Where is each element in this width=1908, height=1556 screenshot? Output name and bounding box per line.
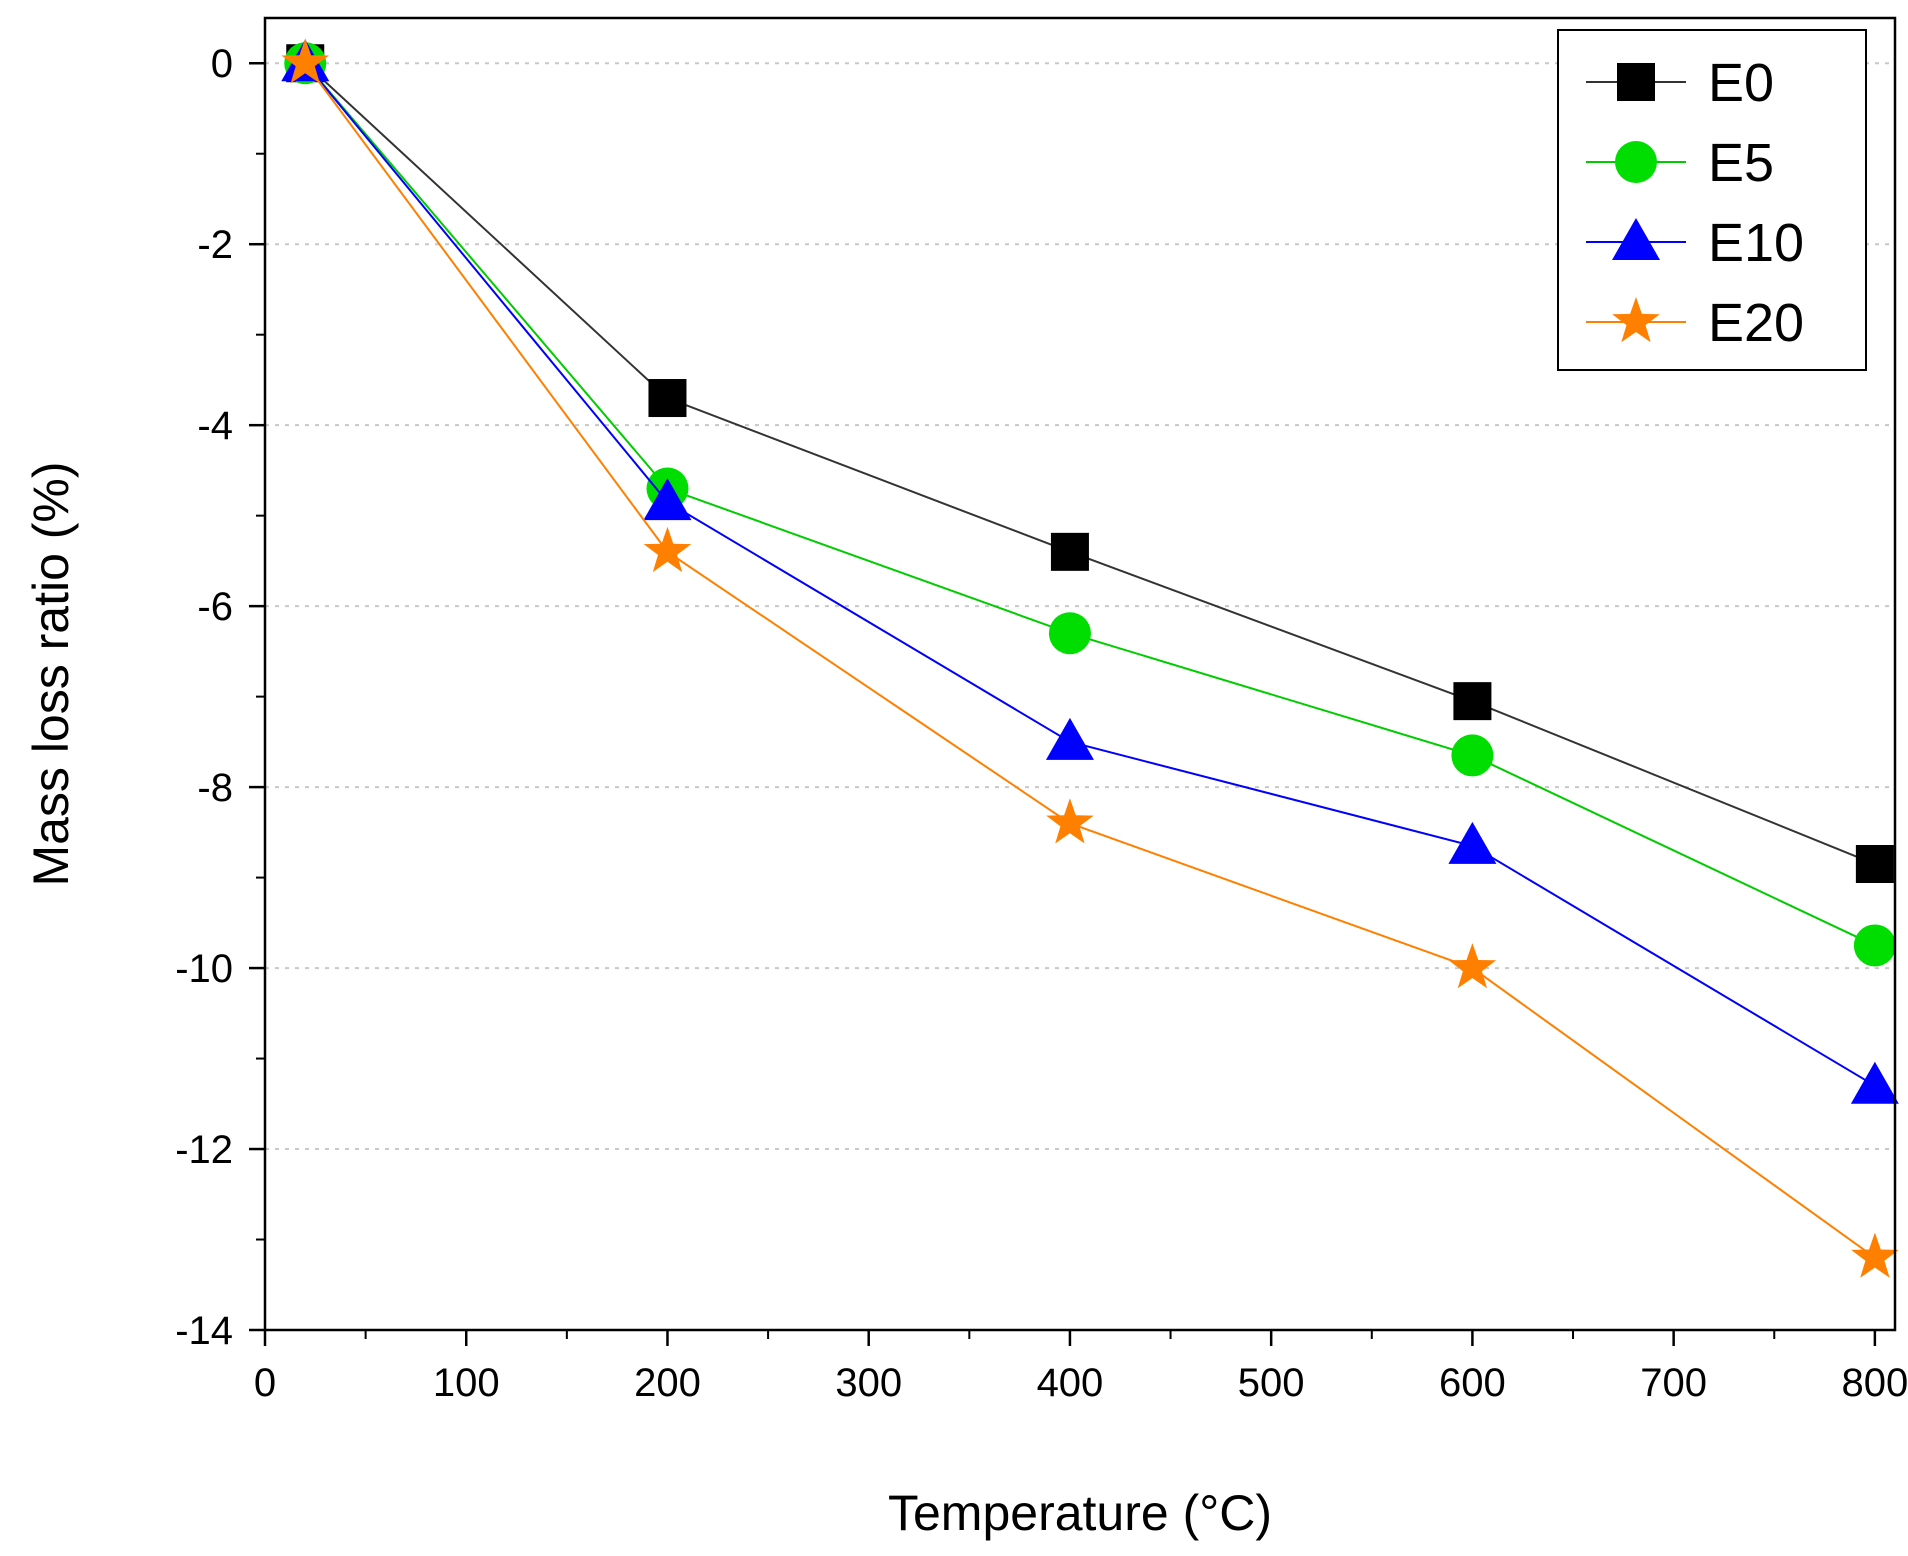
y-tick-label: -6	[197, 585, 233, 629]
x-tick-label: 500	[1238, 1361, 1305, 1405]
x-tick-label: 100	[433, 1361, 500, 1405]
legend: E0 E5 E10 E20	[1557, 29, 1867, 371]
legend-label: E0	[1708, 53, 1774, 113]
y-tick-label: 0	[211, 42, 233, 86]
series-layer	[281, 38, 1899, 1278]
x-tick-label: 400	[1037, 1361, 1104, 1405]
plot-frame	[263, 16, 1897, 1332]
data-point-e5	[1853, 924, 1896, 967]
data-point-e10	[1045, 717, 1094, 760]
data-point-e0	[1050, 532, 1089, 571]
data-point-e10	[1850, 1061, 1899, 1104]
legend-item-e5: E5	[1586, 133, 1774, 193]
data-point-e20	[1046, 798, 1094, 844]
legend-marker	[1612, 297, 1660, 343]
legend-box	[1557, 29, 1867, 371]
data-point-e20	[281, 38, 329, 84]
data-point-e10	[1448, 821, 1497, 864]
axes: 0 100 200 300 400 500 600 700 800 0 -2 -4 -6 -8 -10 -12…	[175, 42, 1908, 1405]
legend-item-e10: E10	[1586, 213, 1804, 273]
legend-marker	[1615, 141, 1657, 183]
x-tick-label: 300	[835, 1361, 902, 1405]
legend-label: E5	[1708, 133, 1774, 193]
legend-item-e20: E20	[1586, 293, 1804, 353]
series-e20	[281, 38, 1899, 1278]
data-point-e10	[643, 478, 692, 521]
data-point-e20	[1448, 943, 1497, 989]
legend-label: E20	[1708, 293, 1804, 353]
x-tick-label: 600	[1439, 1361, 1506, 1405]
data-point-e0	[648, 379, 687, 418]
y-tick-label: -8	[197, 766, 233, 810]
data-point-e0	[1453, 682, 1492, 721]
x-tick-label: 200	[634, 1361, 701, 1405]
y-tick-label: -12	[175, 1128, 233, 1172]
legend-item-e0: E0	[1586, 53, 1774, 113]
series-e5	[284, 42, 1896, 967]
y-tick-label: -2	[197, 223, 233, 267]
x-axis-title: Temperature (°C)	[888, 1485, 1272, 1541]
x-tick-label: 0	[254, 1361, 276, 1405]
y-tick-label: -14	[175, 1309, 233, 1353]
legend-marker	[1612, 218, 1660, 260]
legend-marker	[1617, 63, 1655, 101]
y-axis-title: Mass loss ratio (%)	[23, 461, 79, 886]
data-point-e20	[1851, 1232, 1899, 1278]
y-tick-label: -10	[175, 947, 233, 991]
data-point-e5	[1451, 734, 1494, 777]
data-point-e20	[643, 526, 692, 573]
x-tick-label: 700	[1640, 1361, 1707, 1405]
x-tick-label: 800	[1842, 1361, 1908, 1405]
data-point-e0	[1855, 845, 1894, 884]
y-tick-label: -4	[197, 404, 233, 448]
grid	[265, 62, 1895, 1151]
data-point-e5	[1048, 612, 1091, 655]
legend-label: E10	[1708, 213, 1804, 273]
